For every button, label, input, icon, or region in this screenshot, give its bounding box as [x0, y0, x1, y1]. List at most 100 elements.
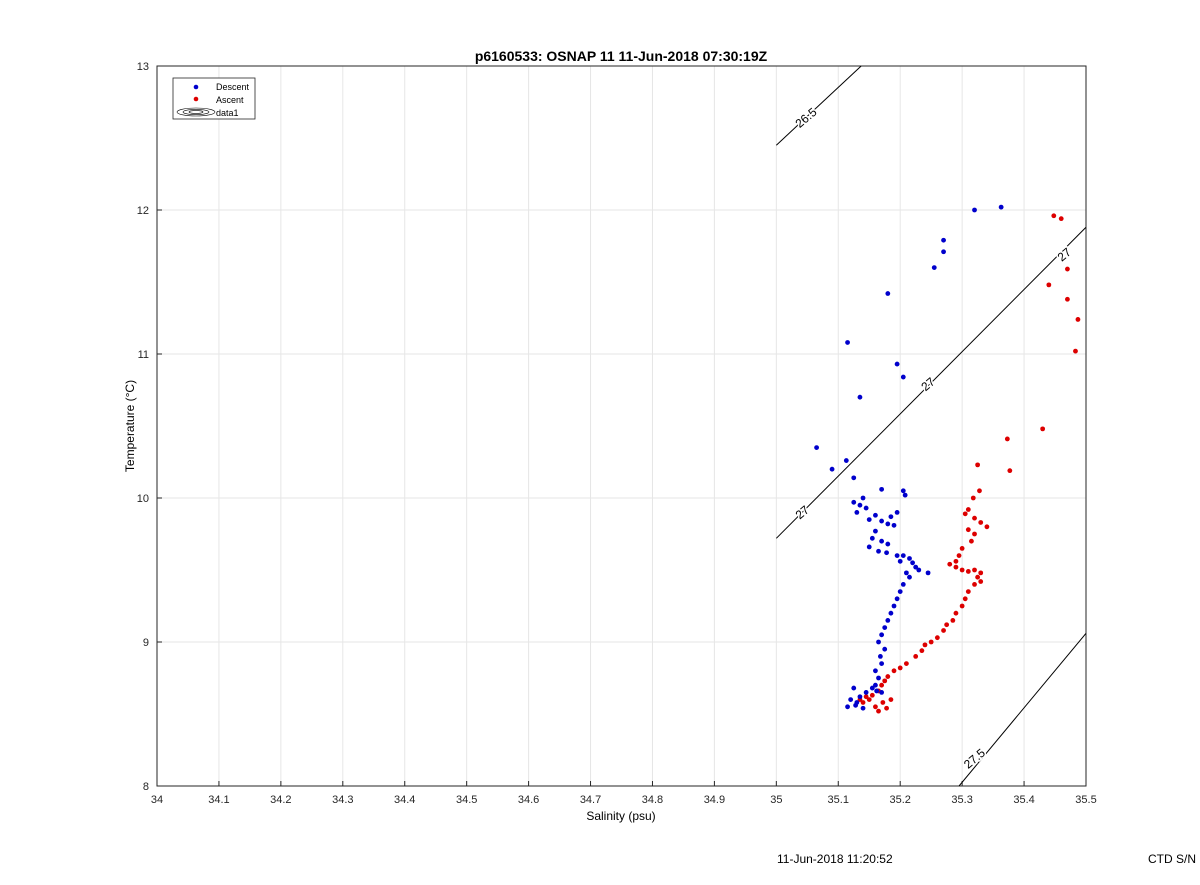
legend-box	[172, 77, 256, 120]
ascent-point	[913, 654, 919, 659]
y-tick-label: 12	[137, 205, 149, 217]
descent-point	[879, 690, 885, 695]
ascent-point	[1007, 468, 1013, 474]
descent-point	[900, 553, 906, 558]
contour-label: 27.5	[961, 746, 988, 772]
ascent-point	[953, 610, 959, 616]
descent-point	[931, 265, 937, 270]
ascent-point	[860, 700, 866, 705]
descent-point	[869, 535, 875, 541]
descent-point	[876, 548, 881, 554]
descent-point	[903, 570, 909, 576]
ascent-point	[972, 567, 977, 573]
ascent-point	[1058, 216, 1064, 222]
ctd-serial-label: CTD S/N	[1148, 852, 1196, 866]
ascent-point	[1004, 436, 1010, 442]
grid-lines	[156, 65, 1087, 787]
descent-point	[851, 475, 857, 481]
descent-point	[894, 553, 900, 558]
x-tick-label: 35.3	[951, 794, 972, 806]
descent-series	[814, 204, 1004, 711]
ascent-point	[978, 570, 984, 576]
ascent-point	[965, 569, 971, 574]
x-tick-label: 34	[151, 794, 163, 806]
ascent-point	[965, 507, 971, 512]
descent-point	[853, 702, 859, 708]
ascent-point	[984, 524, 990, 530]
descent-point	[879, 661, 885, 666]
descent-point	[879, 538, 885, 544]
ascent-point	[959, 603, 965, 609]
descent-point	[885, 618, 891, 623]
ascent-point	[919, 648, 925, 654]
descent-point	[910, 560, 915, 566]
legend-contour-icon	[176, 107, 216, 117]
ascent-point	[975, 462, 981, 468]
descent-point	[879, 486, 885, 492]
ascent-point	[972, 582, 977, 587]
ascent-point	[972, 515, 977, 521]
x-tick-label: 34.9	[704, 794, 725, 806]
ascent-point	[953, 558, 959, 564]
ascent-point	[897, 665, 903, 671]
descent-point	[873, 512, 878, 518]
descent-point	[891, 522, 897, 528]
descent-point	[907, 556, 912, 561]
descent-point	[866, 544, 872, 550]
x-tick-label: 34.7	[580, 794, 601, 806]
ascent-point	[978, 520, 984, 525]
ascent-point	[869, 692, 875, 698]
descent-point	[879, 632, 885, 638]
descent-point	[860, 705, 866, 711]
descent-point	[879, 518, 885, 524]
descent-point	[907, 574, 912, 580]
descent-point	[894, 510, 900, 515]
y-tick-label: 9	[143, 637, 149, 649]
descent-point	[845, 340, 850, 345]
ascent-point	[944, 622, 950, 628]
isopycnal-line	[775, 226, 1087, 539]
chart-title: p6160533: OSNAP 11 11-Jun-2018 07:30:19Z	[475, 48, 768, 64]
descent-point	[857, 394, 863, 400]
isopycnal-line	[775, 65, 862, 146]
ascent-point	[1075, 317, 1081, 322]
descent-point	[863, 690, 869, 695]
x-axis-label: Salinity (psu)	[586, 809, 655, 823]
print-timestamp: 11-Jun-2018 11:20:52	[777, 852, 893, 866]
x-tick-label: 35.4	[1013, 794, 1034, 806]
x-tick-label: 34.5	[456, 794, 477, 806]
ascent-point	[1065, 296, 1070, 302]
ascent-point	[866, 697, 872, 702]
x-tick-label: 34.1	[208, 794, 229, 806]
x-tick-label: 35.2	[889, 794, 910, 806]
y-tick-label: 11	[138, 349, 149, 361]
descent-point	[845, 704, 850, 710]
descent-point	[857, 694, 863, 700]
descent-point	[843, 458, 849, 463]
descent-point	[873, 668, 878, 674]
ascent-point	[947, 561, 953, 567]
descent-point	[884, 550, 889, 556]
legend-ascent-marker	[193, 96, 199, 102]
ascent-point	[880, 700, 886, 705]
ascent-point	[969, 538, 974, 544]
descent-point	[814, 445, 819, 450]
descent-point	[848, 697, 854, 702]
legend-descent-label: Descent	[216, 82, 250, 92]
ascent-point	[903, 661, 909, 666]
ascent-point	[1040, 426, 1046, 432]
descent-point	[882, 625, 888, 630]
y-tick-label: 10	[137, 493, 149, 505]
ascent-point	[1046, 282, 1052, 288]
legend-data1-label: data1	[216, 108, 239, 118]
descent-point	[874, 688, 880, 694]
ascent-point	[953, 564, 959, 570]
descent-point	[869, 685, 875, 691]
x-tick-label: 35.1	[828, 794, 849, 806]
x-axis-ticks: 34 34.1 34.2 34.3 34.4 34.5 34.6 34.7 34.8 34.9 35…	[151, 781, 1097, 806]
descent-point	[829, 466, 835, 472]
descent-point	[941, 237, 946, 243]
legend-descent-marker	[193, 84, 199, 90]
descent-point	[894, 596, 900, 602]
ascent-point	[882, 678, 888, 684]
